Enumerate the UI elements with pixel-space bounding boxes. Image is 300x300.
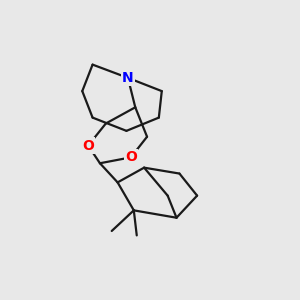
Text: O: O [82, 139, 94, 153]
Text: N: N [122, 71, 134, 85]
Text: O: O [125, 150, 137, 164]
